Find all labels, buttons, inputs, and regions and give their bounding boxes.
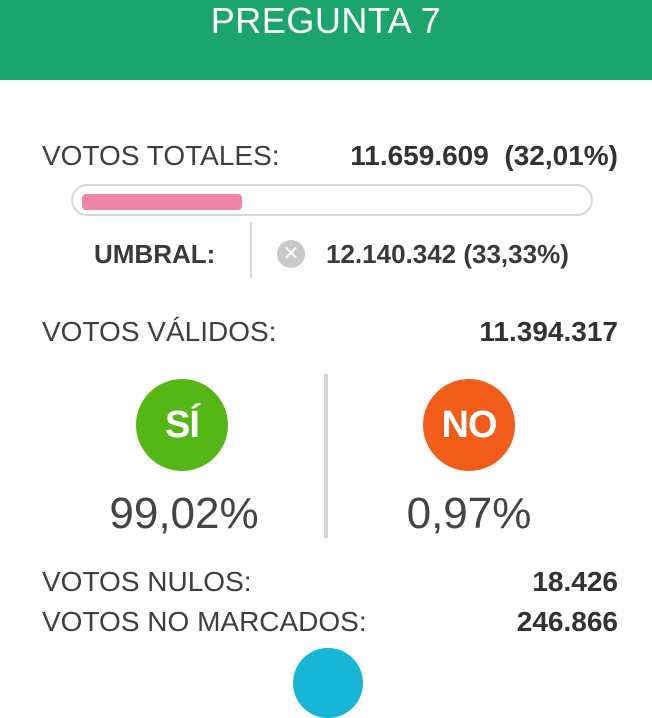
unmarked-votes-label: VOTOS NO MARCADOS: — [42, 606, 367, 637]
null-votes-label: VOTOS NULOS: — [42, 566, 252, 597]
valid-votes-value: 11.394.317 — [479, 316, 618, 347]
yes-badge: SÍ — [136, 379, 228, 471]
question-title: PREGUNTA 7 — [210, 0, 442, 41]
threshold-value: 12.140.342 (33,33%) — [326, 239, 569, 269]
unmarked-votes-value: 246.866 — [516, 606, 618, 637]
threshold-divider — [250, 222, 252, 278]
yes-percent: 99,02% — [109, 489, 259, 538]
close-circle-icon: ✕ — [277, 240, 305, 268]
valid-votes-label: VOTOS VÁLIDOS: — [42, 316, 277, 347]
participation-progress-bar — [71, 184, 593, 216]
total-votes-value: 11.659.609 (32,01%) — [350, 140, 618, 171]
threshold-label: UMBRAL: — [94, 239, 216, 269]
question-header: PREGUNTA 7 — [0, 0, 652, 80]
next-section-badge — [293, 648, 363, 718]
no-badge: NO — [423, 379, 515, 471]
total-votes-label: VOTOS TOTALES: — [42, 140, 280, 171]
no-percent: 0,97% — [406, 489, 532, 538]
participation-progress-fill — [82, 194, 242, 210]
vote-divider — [324, 374, 328, 538]
null-votes-value: 18.426 — [532, 566, 618, 597]
